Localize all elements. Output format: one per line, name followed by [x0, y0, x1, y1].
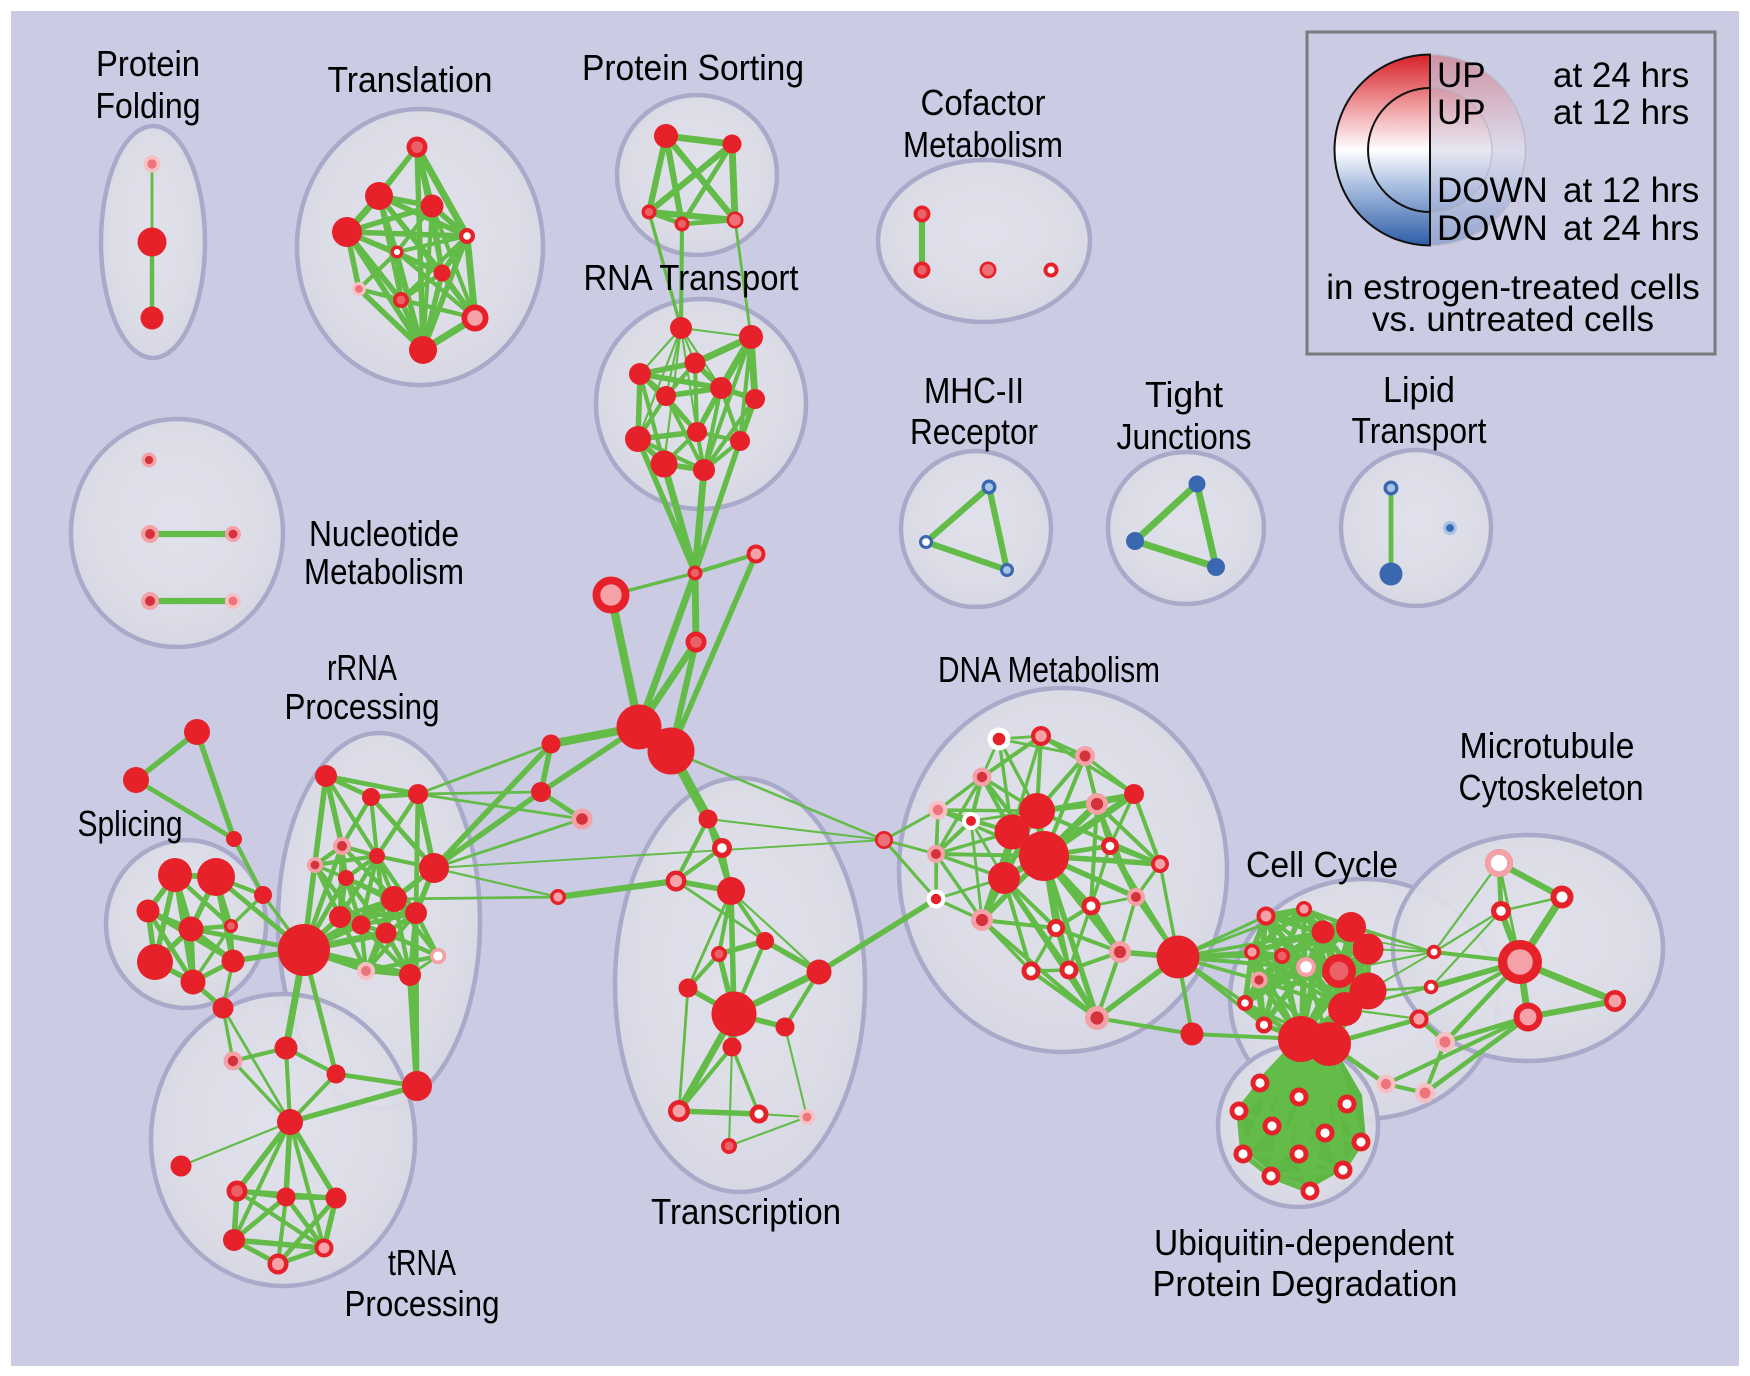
svg-text:Metabolism: Metabolism	[903, 124, 1063, 165]
svg-text:Cytoskeleton: Cytoskeleton	[1459, 767, 1644, 808]
svg-text:UP: UP	[1437, 93, 1486, 132]
svg-text:Microtubule: Microtubule	[1460, 725, 1635, 766]
svg-text:Nucleotide: Nucleotide	[309, 513, 459, 554]
svg-text:Receptor: Receptor	[910, 411, 1038, 452]
svg-text:Splicing: Splicing	[78, 803, 183, 844]
svg-text:DOWN: DOWN	[1437, 209, 1548, 248]
svg-text:RNA Transport: RNA Transport	[584, 257, 799, 298]
svg-text:UP: UP	[1437, 56, 1486, 95]
svg-text:Translation: Translation	[328, 59, 493, 100]
svg-text:MHC-II: MHC-II	[924, 370, 1024, 411]
svg-text:at 24 hrs: at 24 hrs	[1563, 209, 1699, 248]
svg-text:Tight: Tight	[1145, 374, 1223, 415]
svg-text:Transport: Transport	[1352, 410, 1487, 451]
svg-text:Cofactor: Cofactor	[921, 82, 1046, 123]
svg-text:Protein Degradation: Protein Degradation	[1153, 1263, 1458, 1304]
svg-text:Processing: Processing	[285, 686, 440, 727]
svg-text:Lipid: Lipid	[1383, 369, 1455, 410]
svg-text:vs. untreated cells: vs. untreated cells	[1372, 300, 1654, 339]
svg-text:Protein: Protein	[96, 43, 200, 84]
svg-text:at 12 hrs: at 12 hrs	[1553, 93, 1689, 132]
svg-text:tRNA: tRNA	[388, 1242, 456, 1283]
svg-text:Processing: Processing	[345, 1283, 500, 1324]
svg-text:at 24 hrs: at 24 hrs	[1553, 56, 1689, 95]
svg-text:DOWN: DOWN	[1437, 171, 1548, 210]
svg-text:Junctions: Junctions	[1117, 416, 1252, 457]
svg-text:Transcription: Transcription	[651, 1191, 841, 1232]
svg-text:in estrogen-treated cells: in estrogen-treated cells	[1326, 268, 1700, 307]
svg-text:Folding: Folding	[96, 85, 201, 126]
svg-text:at 12 hrs: at 12 hrs	[1563, 171, 1699, 210]
svg-text:DNA Metabolism: DNA Metabolism	[938, 649, 1160, 690]
svg-text:Metabolism: Metabolism	[304, 551, 464, 592]
svg-text:Ubiquitin-dependent: Ubiquitin-dependent	[1154, 1222, 1454, 1263]
svg-text:rRNA: rRNA	[327, 647, 397, 688]
svg-text:Protein Sorting: Protein Sorting	[582, 47, 804, 88]
svg-text:Cell Cycle: Cell Cycle	[1246, 844, 1398, 885]
